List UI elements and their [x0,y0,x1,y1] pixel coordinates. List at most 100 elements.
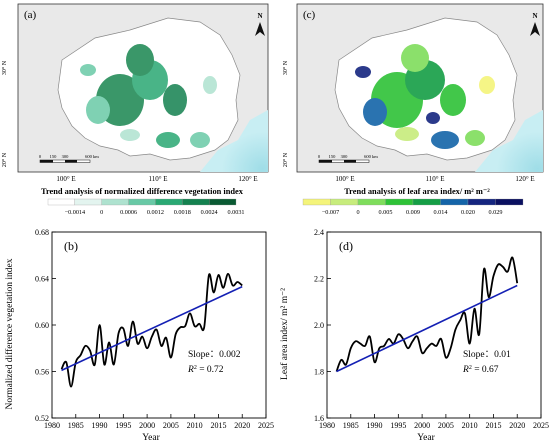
legend: −0.007 0 0.005 0.009 0.014 0.020 0.029 [302,198,524,216]
panel-label: (d) [339,239,353,253]
legend-label: 0.0006 [120,209,137,216]
lat-label-20: 20° N [1,152,8,167]
y-tick-label: 2.4 [314,228,324,237]
r2-annotation: R2 = 0.72 [187,365,224,375]
lon-label-120: 120° E [515,175,534,183]
legend-label: 0.0031 [227,209,244,216]
legend-swatch [440,198,469,206]
x-tick-label: 1995 [390,421,406,430]
x-tick-label: 2015 [210,421,226,430]
y-tick-label: 1.6 [314,414,324,423]
map-panel-c: (c) 30° N 20° N 100° E 110° E 120° E N 0… [282,3,544,216]
legend-label: −0.0014 [65,209,86,216]
series-line [335,256,519,372]
ndvi-line-chart: (b) Slope：0.002 R2 = 0.72 Year Normalize… [4,228,274,443]
slope-annotation: Slope：0.01 [463,350,511,360]
svg-text:150: 150 [329,154,337,159]
x-tick-label: 2005 [163,421,179,430]
x-tick-label: 1990 [367,421,383,430]
legend-swatch [467,198,496,206]
x-tick-label: 2025 [258,421,274,430]
lon-label-100: 100° E [335,175,354,183]
legend-swatch [495,198,524,206]
y-axis-label: Leaf area index/ m² m⁻² [279,288,290,380]
x-tick-label: 2020 [234,421,250,430]
legend-swatch [208,198,237,206]
north-arrow-icon: N [255,12,265,36]
x-axis-label: Year [417,433,435,443]
legend-label: 0 [356,209,359,216]
lat-label-30: 30° N [1,60,8,75]
legend-label: 0.009 [406,209,420,216]
y-tick-label: 0.64 [35,275,49,284]
legend: −0.0014 0 0.0006 0.0012 0.0018 0.0024 0.0031 [47,198,245,216]
legend-label: 0.029 [489,209,503,216]
r2-annotation: R2 = 0.67 [462,365,499,375]
lai-trend-patches [355,44,495,149]
legend-swatch [182,198,210,206]
x-tick-label: 2020 [509,421,525,430]
x-tick-label: 2025 [533,421,549,430]
lon-label-100: 100° E [56,175,75,183]
x-tick-label: 1980 [319,421,335,430]
svg-text:150: 150 [50,154,58,159]
lon-label-120: 120° E [238,175,257,183]
legend-label: 0.0024 [201,209,218,216]
y-tick-label: 0.60 [35,321,49,330]
x-tick-label: 2005 [438,421,454,430]
y-tick-label: 2.2 [314,275,324,284]
slope-annotation: Slope：0.002 [188,350,241,360]
map-panel-a: (a) 30° N 20° N 100° E 110° E 120° E N 0… [1,3,269,216]
x-tick-label: 1995 [115,421,131,430]
legend-label: 0.014 [434,209,448,216]
legend-swatch [412,198,441,206]
legend-swatch [330,198,359,206]
x-tick-label: 1990 [92,421,108,430]
svg-text:N: N [532,12,537,20]
y-tick-label: 0.68 [35,228,49,237]
svg-text:600 km: 600 km [85,154,99,159]
lat-label-30: 30° N [282,60,289,75]
panel-label: (a) [24,9,37,21]
lon-label-110: 110° E [148,175,167,183]
legend-swatch [357,198,386,206]
y-tick-label: 2.0 [314,321,324,330]
legend-label: 0.0018 [174,209,191,216]
panel-label: (c) [303,9,316,21]
y-tick-label: 1.8 [314,368,324,377]
legend-swatch [101,198,129,206]
lat-label-20: 20° N [282,152,289,167]
x-tick-label: 2015 [485,421,501,430]
map-title: Trend analysis of leaf area index/ m² m⁻… [344,187,490,196]
lai-line-chart: (d) Slope：0.01 R2 = 0.67 Year Leaf area … [279,228,549,443]
map-title: Trend analysis of normalized difference … [41,187,244,196]
legend-swatch [74,198,102,206]
panel-label: (b) [64,239,78,253]
legend-swatch [155,198,183,206]
x-tick-label: 1980 [44,421,60,430]
svg-text:300: 300 [62,154,70,159]
x-tick-label: 1985 [343,421,359,430]
svg-text:300: 300 [341,154,349,159]
north-arrow-icon: N [530,12,540,36]
legend-label: 0.005 [379,209,393,216]
legend-swatch [47,198,76,206]
scale-bar: 0 150 300 600 km [318,154,378,163]
svg-text:0: 0 [318,154,321,159]
legend-label: 0 [100,209,103,216]
sea-area [200,110,268,172]
legend-swatch [128,198,156,206]
legend-swatch [385,198,414,206]
y-tick-label: 0.52 [35,414,49,423]
svg-text:0: 0 [39,154,42,159]
scale-bar: 0 150 300 600 km [39,154,99,163]
legend-label: 0.020 [461,209,475,216]
legend-label: 0.0012 [147,209,164,216]
ndvi-trend-patches [80,44,217,148]
lon-label-110: 110° E [425,175,444,183]
x-tick-label: 2000 [139,421,155,430]
trend-line [336,284,518,373]
y-axis-label: Normalized difference vegetation index [4,258,15,409]
legend-swatch [302,198,331,206]
y-tick-label: 0.56 [35,368,49,377]
